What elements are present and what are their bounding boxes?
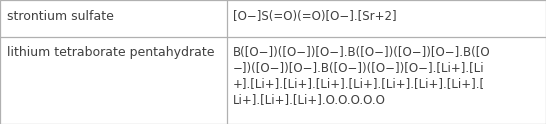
Text: lithium tetraborate pentahydrate: lithium tetraborate pentahydrate — [7, 46, 214, 60]
Text: B([O−])([O−])[O−].B([O−])([O−])[O−].B([O
−])([O−])[O−].B([O−])([O−])[O−].[Li+].[: B([O−])([O−])[O−].B([O−])([O−])[O−].B([O… — [233, 46, 491, 106]
Text: [O−]S(=O)(=O)[O−].[Sr+2]: [O−]S(=O)(=O)[O−].[Sr+2] — [233, 10, 397, 23]
Text: strontium sulfate: strontium sulfate — [7, 10, 114, 23]
